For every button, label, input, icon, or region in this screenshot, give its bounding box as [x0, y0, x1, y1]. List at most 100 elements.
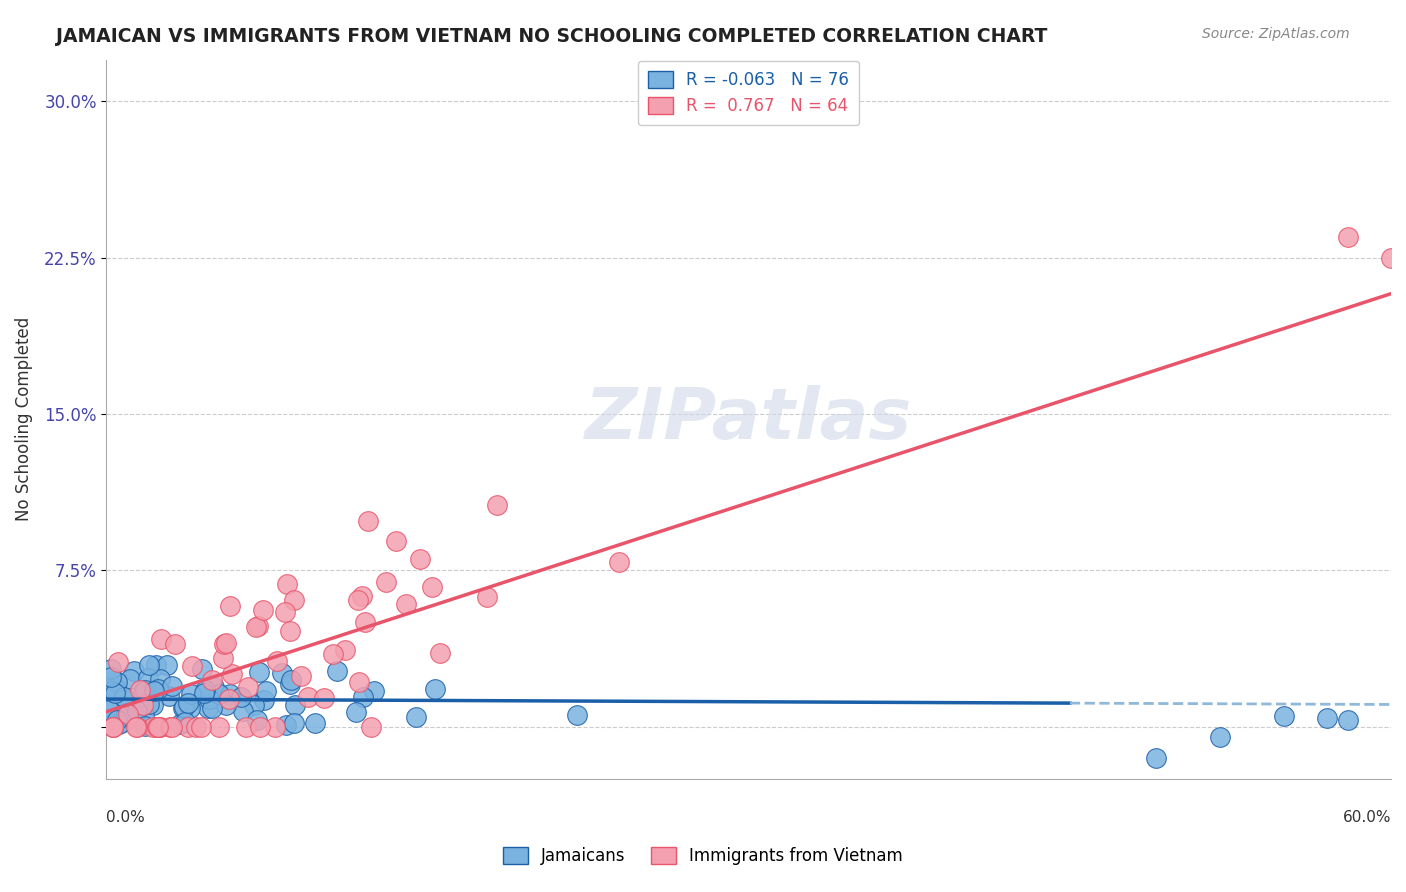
Point	[322, 648, 344, 662]
Point	[215, 698, 238, 713]
Point	[148, 682, 170, 697]
Point	[202, 680, 225, 694]
Point	[174, 715, 197, 730]
Point	[221, 667, 243, 681]
Point	[218, 691, 240, 706]
Point	[243, 698, 266, 712]
Y-axis label: No Schooling Completed: No Schooling Completed	[15, 317, 32, 521]
Point	[132, 698, 155, 712]
Text: 60.0%: 60.0%	[1343, 810, 1391, 825]
Point	[181, 658, 204, 673]
Point	[190, 719, 212, 733]
Point	[159, 719, 181, 733]
Point	[253, 692, 276, 706]
Point	[180, 688, 202, 702]
Point	[173, 699, 195, 714]
Point	[276, 577, 298, 591]
Point	[385, 533, 408, 548]
Point	[278, 624, 301, 638]
Point	[249, 719, 271, 733]
Point	[100, 670, 122, 684]
Point	[208, 719, 231, 733]
Point	[333, 643, 356, 657]
Point	[179, 701, 201, 715]
Point	[360, 719, 382, 733]
Point	[1209, 730, 1232, 744]
Point	[169, 716, 191, 731]
Point	[101, 719, 124, 733]
Point	[353, 615, 375, 630]
Point	[104, 686, 127, 700]
Point	[198, 692, 221, 706]
Point	[1272, 709, 1295, 723]
Point	[112, 690, 135, 705]
Point	[290, 669, 312, 683]
Point	[283, 716, 305, 731]
Point	[245, 619, 267, 633]
Point	[122, 665, 145, 679]
Point	[297, 690, 319, 704]
Point	[146, 719, 169, 733]
Point	[97, 703, 120, 717]
Point	[347, 592, 370, 607]
Point	[124, 719, 146, 733]
Point	[284, 698, 307, 712]
Point	[120, 672, 142, 686]
Text: JAMAICAN VS IMMIGRANTS FROM VIETNAM NO SCHOOLING COMPLETED CORRELATION CHART: JAMAICAN VS IMMIGRANTS FROM VIETNAM NO S…	[56, 27, 1047, 45]
Point	[142, 719, 165, 733]
Point	[214, 637, 236, 651]
Point	[420, 581, 443, 595]
Point	[146, 719, 169, 733]
Point	[1379, 251, 1402, 265]
Point	[160, 679, 183, 693]
Point	[111, 715, 134, 730]
Point	[352, 589, 374, 603]
Point	[145, 658, 167, 673]
Point	[149, 719, 172, 733]
Point	[219, 687, 242, 701]
Point	[565, 708, 588, 723]
Point	[409, 552, 432, 566]
Point	[270, 666, 292, 681]
Point	[132, 684, 155, 698]
Point	[142, 698, 165, 713]
Point	[423, 682, 446, 697]
Legend: Jamaicans, Immigrants from Vietnam: Jamaicans, Immigrants from Vietnam	[494, 837, 912, 875]
Point	[429, 646, 451, 660]
Point	[247, 618, 270, 632]
Point	[1144, 751, 1167, 765]
Point	[344, 706, 367, 720]
Point	[352, 690, 374, 705]
Text: 0.0%: 0.0%	[107, 810, 145, 825]
Point	[149, 632, 172, 646]
Point	[1337, 229, 1360, 244]
Point	[114, 706, 136, 720]
Point	[194, 683, 217, 698]
Point	[219, 599, 242, 613]
Point	[149, 673, 172, 687]
Point	[280, 673, 302, 687]
Point	[201, 700, 224, 714]
Point	[138, 658, 160, 673]
Point	[115, 693, 138, 707]
Point	[163, 637, 186, 651]
Point	[236, 680, 259, 694]
Point	[201, 673, 224, 687]
Point	[211, 651, 233, 665]
Point	[105, 713, 128, 727]
Point	[304, 716, 326, 731]
Point	[266, 654, 288, 668]
Point	[108, 717, 131, 731]
Point	[252, 603, 274, 617]
Point	[235, 719, 257, 733]
Point	[134, 718, 156, 732]
Point	[193, 685, 215, 699]
Point	[125, 719, 148, 733]
Point	[349, 674, 371, 689]
Point	[100, 662, 122, 676]
Text: ZIPatlas: ZIPatlas	[585, 384, 912, 454]
Point	[101, 719, 124, 733]
Point	[232, 705, 254, 719]
Point	[357, 514, 380, 528]
Point	[101, 719, 124, 733]
